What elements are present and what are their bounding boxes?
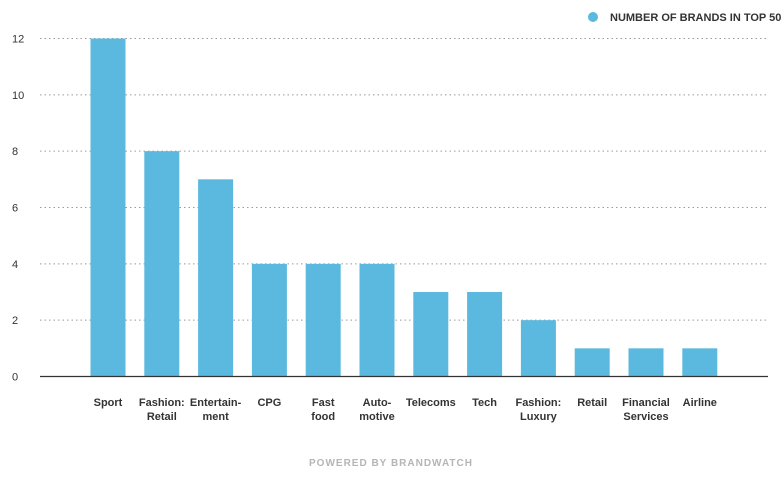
bar xyxy=(520,320,556,377)
x-tick-label: Telecoms xyxy=(406,397,456,409)
x-tick-label: Fashion: Luxury xyxy=(515,397,561,423)
y-axis: 0 2 4 6 8 10 12 xyxy=(12,34,24,384)
x-tick-label: Airline xyxy=(683,397,717,409)
legend-label: NUMBER OF BRANDS IN TOP 50 xyxy=(610,12,781,24)
x-tick-label: Fashion: Retail xyxy=(139,397,185,423)
x-tick-label: Financial Services xyxy=(622,397,670,423)
x-tick-label: Retail xyxy=(577,397,607,409)
y-tick-label: 6 xyxy=(12,203,18,215)
bar xyxy=(144,151,180,377)
legend: NUMBER OF BRANDS IN TOP 50 xyxy=(588,12,781,24)
footer-credit: POWERED BY BRANDWATCH xyxy=(309,458,473,469)
bar xyxy=(251,263,287,377)
bar xyxy=(90,38,126,377)
x-tick-label: CPG xyxy=(257,397,281,409)
x-tick-label: Tech xyxy=(472,397,497,409)
x-tick-label: Entertain-ment xyxy=(190,397,242,423)
y-tick-label: 8 xyxy=(12,146,18,158)
bar xyxy=(682,348,718,377)
bar xyxy=(198,179,234,377)
bar xyxy=(628,348,664,377)
bar xyxy=(305,263,341,377)
bars xyxy=(90,38,718,377)
bar xyxy=(574,348,610,377)
y-tick-label: 10 xyxy=(12,90,24,102)
bar xyxy=(467,292,503,377)
bar xyxy=(359,263,395,377)
x-tick-label: Fast food xyxy=(311,397,335,423)
y-tick-label: 4 xyxy=(12,259,18,271)
x-tick-label: Auto-motive xyxy=(359,397,394,423)
y-tick-label: 2 xyxy=(12,315,18,327)
y-tick-label: 12 xyxy=(12,34,24,46)
legend-marker xyxy=(588,12,598,22)
y-tick-label: 0 xyxy=(12,372,18,384)
bar xyxy=(413,292,449,377)
x-tick-label: Sport xyxy=(94,397,123,409)
